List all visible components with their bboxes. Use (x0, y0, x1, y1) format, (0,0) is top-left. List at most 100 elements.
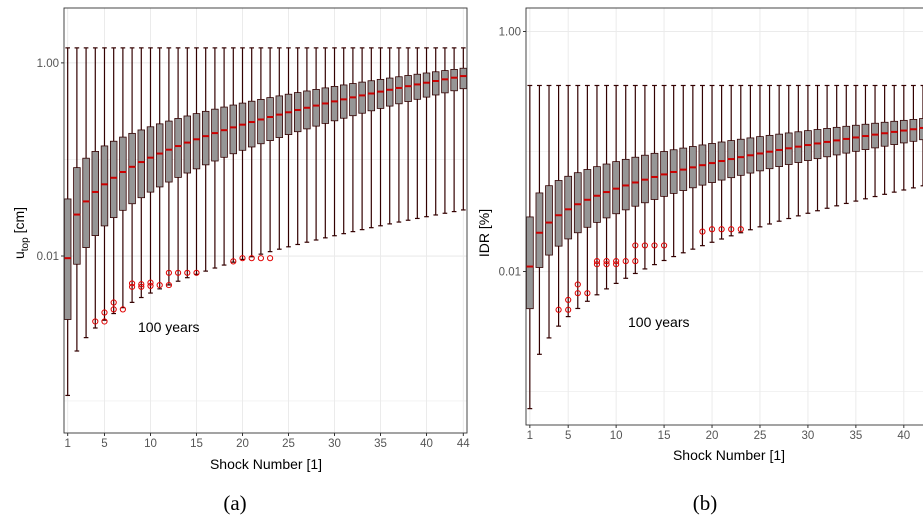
iqr-box (368, 81, 375, 111)
boxplot-shock-34 (368, 48, 375, 228)
boxplot-shock-30 (331, 48, 338, 236)
x-tick-label: 15 (190, 438, 203, 450)
y-tick-label: 1.00 (499, 27, 521, 39)
x-tick-label: 44 (457, 438, 470, 450)
iqr-box (442, 71, 449, 93)
boxplot-shock-21 (718, 85, 725, 239)
iqr-box (460, 68, 467, 88)
iqr-box (377, 79, 384, 108)
iqr-box (910, 119, 917, 141)
boxplot-shock-11 (156, 48, 163, 289)
iqr-box (603, 164, 610, 218)
iqr-box (432, 72, 439, 95)
outliers-b (556, 227, 743, 313)
x-tick-label: 35 (849, 430, 862, 442)
iqr-box (900, 120, 907, 143)
y-tick-label: 1.00 (37, 58, 59, 70)
boxplot-shock-3 (546, 85, 553, 337)
x-tick-label: 5 (565, 430, 571, 442)
boxplot-shock-17 (212, 48, 219, 268)
boxplot-shock-9 (138, 48, 145, 298)
boxplot-shock-13 (175, 48, 182, 281)
boxplot-shock-18 (221, 48, 228, 265)
boxplot-shock-29 (795, 85, 802, 215)
boxplot-shock-31 (340, 48, 347, 234)
panel-caption-b: (b) (693, 491, 718, 515)
boxplot-shock-26 (294, 48, 301, 245)
annotation-b: 100 years (628, 314, 689, 330)
boxplot-shock-37 (396, 48, 403, 222)
boxplot-shock-22 (728, 85, 735, 235)
boxplot-shock-5 (101, 48, 108, 320)
iqr-box (423, 73, 430, 97)
iqr-box (248, 101, 255, 147)
iqr-box (294, 93, 301, 132)
iqr-box (138, 130, 145, 198)
x-tick-label: 5 (101, 438, 107, 450)
boxplot-shock-20 (709, 85, 716, 242)
x-tick-label: 15 (658, 430, 671, 442)
iqr-box (175, 118, 182, 177)
iqr-box (267, 98, 274, 141)
iqr-box (184, 116, 191, 173)
x-tick-label: 1 (64, 438, 70, 450)
boxplot-shock-3 (83, 48, 90, 338)
iqr-box (166, 121, 173, 182)
boxplot-shock-37 (872, 85, 879, 196)
x-tick-label: 40 (420, 438, 433, 450)
iqr-box (451, 69, 458, 90)
boxplot-shock-28 (313, 48, 320, 240)
iqr-box (526, 217, 533, 309)
boxplot-shock-41 (910, 85, 917, 187)
iqr-box (574, 173, 581, 233)
iqr-box (331, 86, 338, 120)
boxplot-shock-14 (184, 48, 191, 278)
iqr-box (350, 84, 357, 116)
annotation-a: 100 years (138, 319, 199, 335)
iqr-box (414, 74, 421, 99)
iqr-box (546, 186, 553, 255)
boxplot-shock-18 (689, 85, 696, 249)
iqr-box (584, 170, 591, 228)
y-axis-title-a: utop [cm] (11, 207, 31, 259)
iqr-box (285, 94, 292, 134)
boxplot-shock-15 (193, 48, 200, 274)
iqr-box (359, 82, 366, 113)
boxplot-shock-33 (833, 85, 840, 205)
y-axis-title-unit-a: [cm] (11, 207, 27, 237)
y-axis-title-b: IDR [%] (476, 209, 492, 257)
x-tick-label: 25 (282, 438, 295, 450)
boxplot-shock-6 (574, 85, 581, 308)
boxplot-shock-4 (555, 85, 562, 326)
boxplot-shock-39 (891, 85, 898, 192)
iqr-box (565, 176, 572, 239)
iqr-box (258, 99, 265, 143)
iqr-box (536, 193, 543, 268)
boxplot-shock-17 (680, 85, 687, 252)
boxplot-shock-27 (304, 48, 311, 242)
boxplot-shock-5 (565, 85, 572, 316)
boxplot-shock-26 (766, 85, 773, 224)
boxplot-shock-4 (92, 48, 99, 328)
boxplot-shock-2 (74, 48, 81, 351)
iqr-box (212, 109, 219, 161)
boxplot-shock-41 (432, 48, 439, 215)
boxplot-shock-8 (129, 48, 136, 303)
iqr-box (239, 103, 246, 150)
x-tick-label: 10 (144, 438, 157, 450)
boxplot-shock-7 (120, 48, 127, 308)
x-tick-label: 40 (897, 430, 910, 442)
boxplot-shock-19 (699, 85, 706, 245)
iqr-box (129, 133, 136, 203)
iqr-box (555, 180, 562, 246)
panel-caption-a: (a) (223, 491, 246, 515)
x-tick-label: 20 (236, 438, 249, 450)
iqr-box (322, 88, 329, 124)
x-tick-label: 10 (610, 430, 623, 442)
x-axis-title-b: Shock Number [1] (673, 447, 785, 463)
boxplot-shock-1 (64, 48, 71, 396)
boxplot-shock-27 (776, 85, 783, 221)
y-axis-title-sub-a: top (20, 237, 31, 251)
boxplot-shock-30 (804, 85, 811, 213)
